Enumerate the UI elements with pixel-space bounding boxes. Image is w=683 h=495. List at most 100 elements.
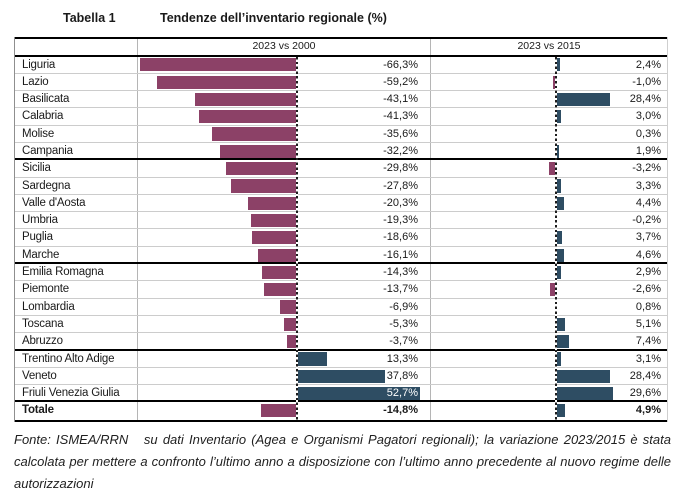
figure-caption: Tabella 1 Tendenze dell’inventario regio… xyxy=(0,11,683,29)
negative-bar xyxy=(226,162,296,175)
value-label: 13,3% xyxy=(387,351,418,368)
region-name-cell: Toscana xyxy=(15,316,138,332)
value-label: -3,2% xyxy=(632,160,661,177)
negative-bar xyxy=(258,249,296,262)
value-label: 0,3% xyxy=(636,126,661,143)
negative-bar xyxy=(195,93,296,106)
value-label: -1,0% xyxy=(632,74,661,91)
bar-cell: 28,4% xyxy=(431,91,667,107)
value-label: -14,8% xyxy=(383,402,418,419)
value-label: 5,1% xyxy=(636,316,661,333)
bar-cell: -13,7% xyxy=(138,281,431,297)
bar-cell: -0,2% xyxy=(431,212,667,228)
table-row: Trentino Alto Adige 13,3% 3,1% xyxy=(15,351,667,368)
value-label: -32,2% xyxy=(383,143,418,160)
region-name-cell: Sardegna xyxy=(15,178,138,194)
bar-cell: -6,9% xyxy=(138,299,431,315)
negative-bar xyxy=(199,110,296,123)
value-label: 0,8% xyxy=(636,299,661,316)
positive-bar xyxy=(555,387,613,400)
table-row: Totale -14,8% 4,9% xyxy=(15,402,667,419)
region-name-cell: Totale xyxy=(15,402,138,419)
zero-axis-2015 xyxy=(555,57,557,420)
bar-cell: 3,0% xyxy=(431,108,667,124)
table-row: Calabria -41,3% 3,0% xyxy=(15,108,667,125)
bar-cell: -14,8% xyxy=(138,402,431,419)
negative-bar xyxy=(264,283,296,296)
table-row: Molise -35,6% 0,3% xyxy=(15,126,667,143)
value-label: -2,6% xyxy=(632,281,661,298)
bar-cell: -35,6% xyxy=(138,126,431,142)
value-label: -0,2% xyxy=(632,212,661,229)
value-label: -41,3% xyxy=(383,108,418,125)
region-label: Abruzzo xyxy=(15,333,137,350)
bar-cell: -41,3% xyxy=(138,108,431,124)
bar-cell: -14,3% xyxy=(138,264,431,280)
header-cell-2023-vs-2015: 2023 vs 2015 xyxy=(431,39,667,55)
value-label: 1,9% xyxy=(636,143,661,160)
header-cell-2023-vs-2000: 2023 vs 2000 xyxy=(138,39,431,55)
table-body: Liguria-66,3%2,4%Lazio-59,2%-1,0%Basilic… xyxy=(15,57,667,422)
region-label: Campania xyxy=(15,143,137,160)
value-label: 28,4% xyxy=(630,91,661,108)
value-label: -18,6% xyxy=(383,229,418,246)
bar-cell: 2,4% xyxy=(431,57,667,73)
region-name-cell: Friuli Venezia Giulia xyxy=(15,385,138,400)
value-label: -35,6% xyxy=(383,126,418,143)
region-name-cell: Liguria xyxy=(15,57,138,73)
bar-cell: -2,6% xyxy=(431,281,667,297)
value-label: -6,9% xyxy=(389,299,418,316)
value-label: -59,2% xyxy=(383,74,418,91)
region-name-cell: Emilia Romagna xyxy=(15,264,138,280)
bar-cell: 1,9% xyxy=(431,143,667,158)
value-label: 28,4% xyxy=(630,368,661,385)
bar-cell: 0,3% xyxy=(431,126,667,142)
negative-bar xyxy=(248,197,296,210)
region-label: Calabria xyxy=(15,108,137,125)
value-label: 4,6% xyxy=(636,247,661,264)
region-name-cell: Valle d'Aosta xyxy=(15,195,138,211)
bar-cell: -27,8% xyxy=(138,178,431,194)
bar-cell: -43,1% xyxy=(138,91,431,107)
negative-bar xyxy=(252,231,296,244)
region-label: Umbria xyxy=(15,212,137,229)
bar-cell: -5,3% xyxy=(138,316,431,332)
region-label: Puglia xyxy=(15,229,137,246)
table-row: Umbria-19,3%-0,2% xyxy=(15,212,667,229)
region-label: Molise xyxy=(15,126,137,143)
table-row: Sicilia-29,8%-3,2% xyxy=(15,160,667,177)
region-label: Marche xyxy=(15,247,137,264)
page-title: Tendenze dell’inventario regionale (%) xyxy=(160,11,387,25)
bar-cell: 4,4% xyxy=(431,195,667,211)
region-name-cell: Piemonte xyxy=(15,281,138,297)
value-label: 3,7% xyxy=(636,229,661,246)
value-label: 3,3% xyxy=(636,178,661,195)
table-row: Valle d'Aosta -20,3% 4,4% xyxy=(15,195,667,212)
region-label: Valle d'Aosta xyxy=(15,195,137,212)
region-name-cell: Campania xyxy=(15,143,138,158)
bar-cell: -66,3% xyxy=(138,57,431,73)
region-label: Lazio xyxy=(15,74,137,91)
region-label: Toscana xyxy=(15,316,137,333)
bar-cell: 7,4% xyxy=(431,333,667,348)
bar-cell: 5,1% xyxy=(431,316,667,332)
region-label: Sicilia xyxy=(15,160,137,177)
value-label: 3,1% xyxy=(636,351,661,368)
negative-bar xyxy=(262,266,296,279)
table-row: Piemonte-13,7% -2,6% xyxy=(15,281,667,298)
region-label: Friuli Venezia Giulia xyxy=(15,385,137,402)
bar-cell: 4,9% xyxy=(431,402,667,419)
region-label: Trentino Alto Adige xyxy=(15,351,137,368)
value-label: -20,3% xyxy=(383,195,418,212)
region-label: Totale xyxy=(15,402,137,419)
region-name-cell: Umbria xyxy=(15,212,138,228)
bar-cell: 3,1% xyxy=(431,351,667,367)
region-label: Emilia Romagna xyxy=(15,264,137,281)
positive-bar xyxy=(296,352,327,365)
negative-bar xyxy=(157,76,296,89)
table-row: Emilia Romagna-14,3%2,9% xyxy=(15,264,667,281)
value-label: -5,3% xyxy=(389,316,418,333)
bar-cell: -3,7% xyxy=(138,333,431,348)
region-name-cell: Calabria xyxy=(15,108,138,124)
